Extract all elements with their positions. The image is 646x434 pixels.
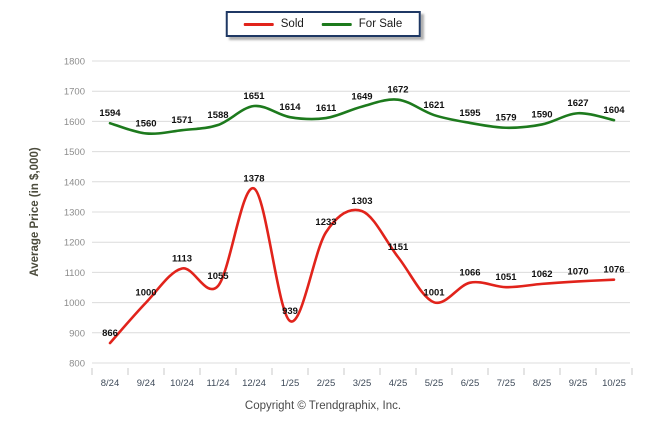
for-sale-data-label: 1594 xyxy=(99,108,121,119)
x-tick-label: 7/25 xyxy=(497,378,516,389)
for-sale-data-label: 1579 xyxy=(495,113,516,124)
x-tick-label: 12/24 xyxy=(242,378,266,389)
x-tick-label: 9/24 xyxy=(137,378,156,389)
x-tick-label: 8/25 xyxy=(533,378,552,389)
for-sale-data-label: 1595 xyxy=(459,108,481,119)
sold-data-label: 1113 xyxy=(172,253,192,264)
for-sale-data-label: 1672 xyxy=(387,85,408,96)
sold-data-label: 939 xyxy=(282,306,298,317)
y-tick-label: 1500 xyxy=(64,147,85,158)
y-axis-title: Average Price (in $,000) xyxy=(29,147,41,277)
for-sale-data-label: 1621 xyxy=(423,100,445,111)
sold-data-label: 1151 xyxy=(388,242,409,253)
sold-line-swatch-icon xyxy=(243,22,274,26)
for-sale-data-label: 1649 xyxy=(351,92,372,103)
for-sale-data-label: 1590 xyxy=(531,109,552,120)
sold-data-label: 1378 xyxy=(243,173,264,184)
x-tick-label: 2/25 xyxy=(317,378,336,389)
y-tick-label: 1000 xyxy=(64,298,85,309)
for-sale-data-label: 1611 xyxy=(316,103,337,114)
y-tick-label: 900 xyxy=(69,328,85,339)
x-tick-label: 1/25 xyxy=(281,378,300,389)
for-sale-data-label: 1571 xyxy=(171,115,193,126)
x-tick-label: 3/25 xyxy=(353,378,372,389)
for-sale-line-swatch-icon xyxy=(321,22,352,26)
x-tick-label: 10/25 xyxy=(602,378,626,389)
y-tick-label: 1100 xyxy=(65,268,85,279)
for-sale-data-label: 1588 xyxy=(207,110,228,121)
sold-data-label: 1000 xyxy=(135,288,156,299)
y-tick-label: 800 xyxy=(69,359,85,370)
sold-data-label: 1055 xyxy=(207,271,229,282)
sold-data-label: 1062 xyxy=(531,269,552,280)
sold-line xyxy=(108,187,616,345)
legend-label-for-sale: For Sale xyxy=(358,18,403,30)
y-tick-label: 1400 xyxy=(64,177,85,188)
sold-data-label: 866 xyxy=(102,328,118,339)
x-tick-label: 11/24 xyxy=(206,378,229,389)
for-sale-line xyxy=(108,98,616,136)
x-tick-label: 10/24 xyxy=(170,378,194,389)
y-tick-label: 1800 xyxy=(64,57,85,68)
sold-data-label: 1233 xyxy=(315,217,336,228)
sold-data-label: 1001 xyxy=(423,287,445,298)
sold-data-label: 1066 xyxy=(459,268,480,279)
x-tick-label: 5/25 xyxy=(425,378,444,389)
sold-data-label: 1303 xyxy=(351,196,372,207)
x-tick-label: 6/25 xyxy=(461,378,480,389)
for-sale-data-label: 1651 xyxy=(243,91,265,102)
for-sale-data-label: 1627 xyxy=(567,98,588,109)
sold-data-label: 1051 xyxy=(495,272,517,283)
x-tick-label: 4/25 xyxy=(389,378,408,389)
for-sale-data-label: 1560 xyxy=(135,118,156,129)
sold-data-label: 1076 xyxy=(603,265,624,276)
sold-data-label: 1070 xyxy=(567,266,588,277)
for-sale-data-label: 1614 xyxy=(279,102,301,113)
for-sale-data-label: 1604 xyxy=(603,105,625,116)
legend-item-for-sale: For Sale xyxy=(321,18,403,30)
y-tick-label: 1300 xyxy=(64,208,85,219)
y-tick-label: 1700 xyxy=(64,87,85,98)
legend-item-sold: Sold xyxy=(243,18,304,30)
y-tick-label: 1200 xyxy=(64,238,85,249)
x-tick-label: 9/25 xyxy=(569,378,588,389)
x-tick-label: 8/24 xyxy=(101,378,120,389)
y-tick-label: 1600 xyxy=(64,117,85,128)
legend-label-sold: Sold xyxy=(280,18,304,30)
legend: Sold For Sale xyxy=(225,11,421,37)
copyright-text: Copyright © Trendgraphix, Inc. xyxy=(244,400,402,412)
